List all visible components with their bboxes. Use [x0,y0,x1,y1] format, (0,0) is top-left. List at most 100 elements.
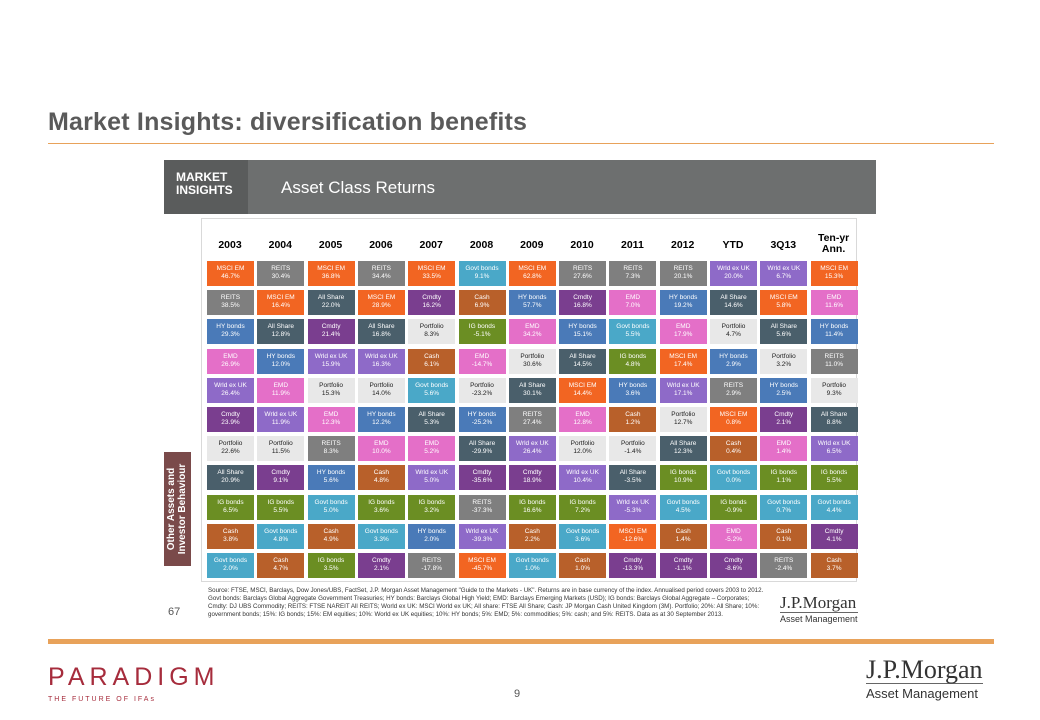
return-cell: REITS -37.3% [458,494,506,520]
cell-return: 4.7% [726,331,741,339]
cell-asset: IG bonds [217,498,244,506]
cell-return: 34.4% [372,273,391,280]
return-cell: REITS 27.6% [559,261,607,286]
return-cell: EMD 26.9% [207,348,254,374]
cell-asset: MSCI EM [568,381,597,389]
cell-return: 7.3% [625,273,641,280]
return-cell: HY bonds 5.6% [307,465,355,491]
cell-asset: IG bonds [317,557,345,564]
return-cell: EMD 11.6% [810,290,858,316]
cell-return: 15.3% [824,273,844,280]
return-cell: IG bonds -0.9% [710,494,757,520]
return-cell: MSCI EM 33.5% [408,261,456,286]
return-cell: REITS 27.4% [508,407,556,432]
cell-return: 1.1% [776,477,792,485]
cell-asset: IG bonds [267,498,294,506]
jpm-large-name: J.P.Morgan [866,655,983,684]
cell-asset: IG bonds [368,498,395,506]
cell-return: 4.8% [273,535,289,543]
cell-asset: Cash [575,557,591,564]
cell-asset: HY bonds [316,469,346,477]
cell-return: -35.6% [471,477,493,485]
cell-asset: All Share [770,323,797,331]
return-cell: EMD 17.9% [659,319,707,345]
cell-return: 5.3% [424,419,440,426]
return-cell: REITS 2.9% [710,377,757,403]
cell-return: 3.3% [373,535,389,543]
source-note: Source: FTSE, MSCI, Barclays, Dow Jones/… [208,587,764,618]
cell-return: 11.9% [271,419,290,426]
cell-asset: Cmdty [522,469,542,477]
cell-return: -39.3% [471,535,493,543]
cell-asset: REITS [422,557,442,564]
return-cell: Portfolio 11.5% [257,436,305,462]
return-cell: Wrld ex UK 5.0% [408,465,456,491]
return-cell: Cash 1.4% [659,523,707,549]
cell-asset: Govt bonds [616,323,650,331]
return-cell: All Share 30.1% [508,377,556,403]
return-cell: REITS 38.5% [207,290,254,316]
return-cell: HY bonds 2.5% [760,377,808,403]
return-cell: Portfolio 12.0% [559,436,607,462]
cell-return: 20.0% [724,273,743,280]
return-cell: Cmdty 4.1% [810,523,858,549]
cell-return: 10.9% [673,477,693,485]
jpmorgan-logo-small: J.P.Morgan Asset Management [780,594,858,624]
cell-asset: Govt bonds [817,498,851,506]
year-header: 2012 [671,239,695,251]
return-cell: IG bonds 5.5% [810,465,858,491]
cell-return: 5.6% [323,477,339,485]
return-cell: Portfolio 14.0% [357,377,405,403]
cell-return: 57.7% [523,302,542,310]
cell-asset: HY bonds [467,411,497,418]
cell-return: 3.6% [575,535,590,543]
cell-return: 1.2% [625,419,641,426]
cell-return: 16.8% [573,302,592,310]
cell-return: 28.9% [372,302,391,310]
cell-return: 5.6% [776,331,792,339]
cell-asset: Portfolio [671,411,696,418]
cell-asset: MSCI EM [769,294,798,302]
cell-return: 23.9% [221,419,240,426]
cell-asset: Portfolio [470,381,494,389]
jpm-small-name: J.P.Morgan [780,593,857,612]
cell-asset: All Share [720,294,747,302]
cell-asset: Cash [323,527,339,535]
cell-asset: EMD [374,440,389,448]
cell-return: 3.2% [424,506,440,514]
cell-return: 34.2% [523,331,542,339]
cell-return: 17.9% [673,331,693,339]
paradigm-logo: PARADIGM THE FUTURE OF IFAs [48,664,220,703]
cell-asset: Govt bonds [264,527,298,535]
return-cell: Cmdty 23.9% [207,407,254,432]
cell-return: 5.5% [273,506,289,514]
return-cell: MSCI EM 17.4% [659,348,707,374]
return-cell: Cmdty -13.3% [609,553,657,578]
return-cell: Portfolio 3.2% [760,348,808,374]
cell-return: 2.1% [373,565,389,572]
return-cell: Govt bonds 3.3% [357,523,405,549]
return-cell: MSCI EM 46.7% [207,261,254,286]
return-cell: Wrld ex UK 17.1% [659,377,707,403]
cell-asset: IG bonds [720,498,747,506]
cell-asset: Wrld ex UK [465,527,499,535]
cell-asset: MSCI EM [417,265,446,272]
cell-asset: EMD [625,294,641,302]
paradigm-name: PARADIGM [48,663,220,691]
cell-return: 27.4% [523,419,542,426]
cell-return: 3.6% [373,506,389,514]
return-cell: Portfolio 30.6% [508,348,556,374]
cell-asset: REITS [573,265,593,272]
cell-asset: Portfolio [570,440,595,448]
cell-return: 8.3% [323,448,339,456]
return-cell: IG bonds 7.2% [559,494,607,520]
return-cell: REITS 30.4% [257,261,305,286]
cell-asset: Cmdty [372,557,391,564]
return-cell: Cash 6.9% [458,290,506,316]
return-cell: MSCI EM 0.8% [710,407,757,432]
return-cell: REITS -17.8% [408,553,456,578]
return-cell: Cash 4.7% [257,553,305,578]
cell-asset: Portfolio [218,440,243,448]
cell-return: 10.4% [573,477,592,485]
paradigm-tagline: THE FUTURE OF IFAs [48,696,156,703]
